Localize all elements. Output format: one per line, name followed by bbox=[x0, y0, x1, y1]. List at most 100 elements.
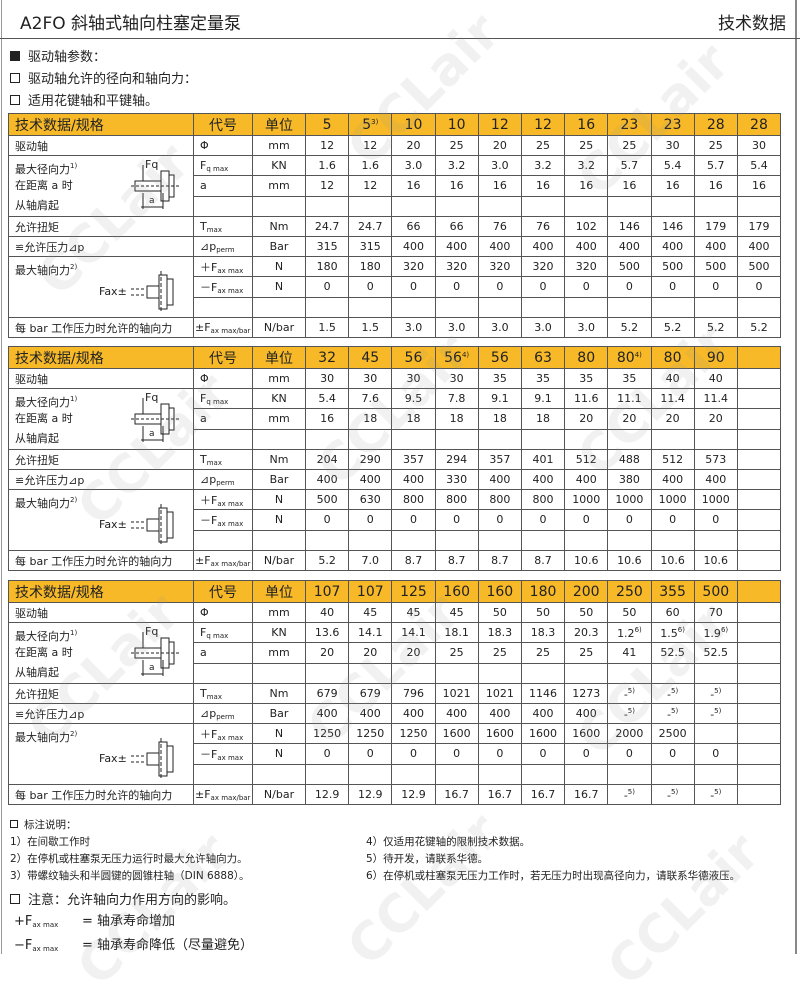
symbol-main: ±F bbox=[195, 553, 211, 567]
square-icon bbox=[10, 893, 20, 904]
table-row-per-bar: 每 bar 工作压力时允许的轴向力 ±Fax max/bar N/bar 1.5 1.5… bbox=[8, 317, 782, 338]
symbol-subscript: ax max bbox=[217, 499, 244, 508]
value-cell: 1.5 bbox=[348, 317, 393, 338]
value-cell: 25 bbox=[520, 135, 566, 156]
unit-cell: Bar bbox=[252, 469, 306, 490]
empty-cell bbox=[252, 763, 306, 786]
value-cell: 18 bbox=[477, 408, 522, 430]
value-cell: 3.0 bbox=[520, 317, 566, 338]
empty-cell bbox=[304, 195, 350, 218]
value-cell: 3.0 bbox=[564, 317, 609, 338]
radial-label-line: 从轴肩起 bbox=[15, 666, 59, 679]
symbol-main: ＋F bbox=[200, 727, 218, 741]
empty-cell bbox=[736, 662, 782, 685]
row-label: ≌允许压力⊿p bbox=[8, 703, 194, 724]
table-row-pressure: ≌允许压力⊿p ⊿pperm Bar 315 315 400 400 400 400 400 400… bbox=[8, 236, 782, 257]
footnote-ref: 6) bbox=[677, 625, 685, 634]
radial-label-line: 在距离 a 时 bbox=[15, 179, 73, 192]
value-cell: 488 bbox=[607, 449, 652, 470]
value-cell: 9.5 bbox=[391, 387, 436, 410]
value-cell: 0 bbox=[477, 509, 522, 531]
value-cell: 12 bbox=[348, 175, 393, 197]
axial-label-line: 最大轴向力2) bbox=[15, 496, 78, 510]
table-row-empty bbox=[9, 428, 782, 451]
empty-cell bbox=[348, 195, 393, 218]
footnote-ref: 1) bbox=[70, 629, 78, 637]
value-cell: 18 bbox=[434, 408, 479, 430]
symbol-subscript: max bbox=[206, 225, 222, 234]
symbol-subscript: q max bbox=[206, 397, 229, 406]
empty-cell bbox=[391, 195, 436, 218]
empty-cell bbox=[391, 662, 436, 685]
value-cell: 1000 bbox=[650, 488, 695, 511]
axial-force-diagram-icon bbox=[131, 504, 174, 546]
value-cell: 800 bbox=[434, 488, 479, 511]
empty-cell bbox=[650, 428, 695, 451]
unit-cell: N bbox=[252, 255, 306, 278]
value-cell bbox=[736, 408, 782, 430]
row-label-axial: 最大轴向力2) Fax± bbox=[8, 723, 194, 785]
value-cell: 40 bbox=[304, 602, 350, 623]
table-row-empty bbox=[9, 662, 782, 685]
unit-cell: N bbox=[252, 509, 306, 531]
radial-force-diagram: Fq a bbox=[129, 626, 185, 682]
value-cell bbox=[736, 488, 782, 511]
size-header: 107 bbox=[348, 580, 393, 603]
value-cell: 45 bbox=[348, 602, 393, 623]
value-cell: 2000 bbox=[607, 722, 652, 745]
value-cell: 35 bbox=[607, 368, 652, 389]
square-icon bbox=[10, 94, 20, 105]
value-cell: 5.4 bbox=[736, 154, 782, 177]
axial-force-diagram: Fax± bbox=[99, 269, 189, 315]
size-header: 28 bbox=[693, 113, 738, 136]
value-cell: 50 bbox=[564, 602, 609, 623]
note-2: 2）在停机或柱塞泵无压力运行时最大允许轴向力。 bbox=[10, 853, 248, 865]
empty-cell bbox=[304, 428, 350, 451]
value-cell: 35 bbox=[477, 368, 522, 389]
value-cell: 60 bbox=[650, 602, 695, 623]
radial-label-block: 最大径向力1) 在距离 a 时从轴肩起 Fq a bbox=[15, 623, 193, 683]
value-cell bbox=[736, 642, 782, 664]
symbol-cell: Tmax bbox=[193, 683, 253, 704]
empty-cell bbox=[693, 763, 738, 786]
radial-force-diagram-icon bbox=[131, 398, 181, 442]
symbol-cell: Φ bbox=[193, 368, 253, 389]
empty-cell bbox=[650, 296, 695, 319]
attention-heading-text: 注意：允许轴向力作用方向的影响。 bbox=[28, 893, 237, 908]
empty-cell bbox=[434, 529, 479, 552]
value-cell: 0 bbox=[348, 276, 393, 298]
value-cell: 25 bbox=[564, 642, 609, 664]
unit-cell: N bbox=[252, 743, 306, 765]
empty-cell bbox=[564, 529, 609, 552]
symbol-cell: a bbox=[193, 175, 253, 197]
footnote-ref: 5) bbox=[714, 686, 722, 695]
value-cell: 5.4 bbox=[304, 387, 350, 410]
empty-cell bbox=[348, 662, 393, 685]
value-cell: -5) bbox=[650, 683, 695, 704]
empty-cell bbox=[607, 662, 652, 685]
table-header-row: 技术数据/规格 代号 单位 5 53) 10 10 12 12 16 23 23 28 28 bbox=[8, 113, 782, 136]
symbol-main: ±F bbox=[195, 787, 211, 801]
value-cell bbox=[736, 368, 782, 389]
value-cell: 0 bbox=[736, 276, 782, 298]
value-cell: 179 bbox=[736, 216, 782, 237]
value-cell: 12 bbox=[348, 135, 393, 156]
value-cell: 1146 bbox=[520, 683, 566, 704]
minus-fax-symbol: −Fax max bbox=[14, 938, 82, 953]
value-cell: 24.7 bbox=[304, 216, 350, 237]
empty-cell bbox=[434, 763, 479, 786]
empty-cell bbox=[193, 195, 253, 218]
value-cell: 0 bbox=[607, 509, 652, 531]
value-cell: 5.2 bbox=[304, 550, 350, 571]
value-cell: 35 bbox=[520, 368, 566, 389]
value-cell: 630 bbox=[348, 488, 393, 511]
value-cell: 573 bbox=[693, 449, 738, 470]
value-cell: 7.8 bbox=[434, 387, 479, 410]
symbol-cell: a bbox=[193, 642, 253, 664]
unit-cell: mm bbox=[252, 602, 306, 623]
value-cell: 76 bbox=[477, 216, 522, 237]
value-cell: 3.0 bbox=[477, 317, 522, 338]
empty-cell bbox=[434, 428, 479, 451]
table-row-radial-force: 最大径向力1) 在距离 a 时从轴肩起 Fq a Fq max KN 13.6 14.1 14.… bbox=[8, 621, 782, 684]
empty-cell bbox=[391, 296, 436, 319]
